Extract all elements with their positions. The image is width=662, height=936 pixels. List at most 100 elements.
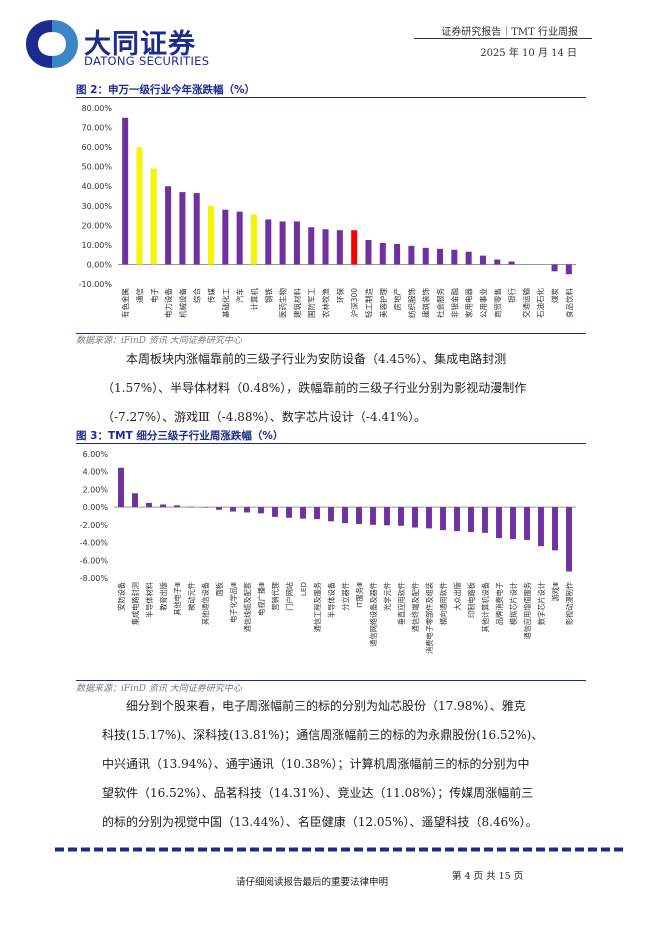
bar [179, 192, 186, 265]
bar [222, 209, 229, 265]
paragraph-line: （-7.27%）、游戏Ⅲ（-4.88%）、数字芯片设计（-4.41%）。 [102, 410, 427, 424]
x-tick-label: 家用电器 [464, 288, 474, 318]
bar [150, 168, 157, 265]
report-type: 证券研究报告｜TMT 行业周报 [441, 27, 578, 38]
paragraph-line: 的标的分别为视觉中国（13.44%）、名臣健康（12.05%）、遥望科技（8.4… [102, 815, 538, 829]
x-tick-label: 面板 [215, 582, 224, 596]
y-tick-label: -10.00% [79, 280, 113, 289]
bar [379, 242, 386, 265]
bar [122, 117, 129, 265]
report-date: 2025 年 10 月 14 日 [480, 48, 577, 59]
bar [426, 507, 432, 529]
x-tick-label: 模拟芯片设计 [509, 582, 518, 625]
bar [451, 249, 458, 265]
bar [293, 221, 300, 265]
bar [165, 186, 172, 265]
x-tick-label: 通信工程及服务 [313, 582, 322, 632]
x-tick-label: 光学元件 [383, 582, 392, 611]
bar [132, 493, 138, 508]
bar [118, 467, 124, 508]
x-tick-label: 安防设备 [117, 582, 126, 611]
x-tick-label: LED [299, 582, 308, 597]
bar [408, 245, 415, 265]
x-tick-label: 美容护理 [378, 288, 388, 318]
bar [440, 507, 446, 531]
x-tick-label: 通信 [134, 288, 144, 303]
x-tick-label: 汽车 [235, 288, 245, 303]
paragraph-line: 本周板块内涨幅靠前的三级子行业为安防设备（4.45%）、集成电路封测 [126, 352, 507, 366]
x-tick-label: 品牌消费电子 [495, 582, 504, 625]
x-tick-label: 数字芯片设计 [537, 582, 546, 625]
x-tick-label: 影视动漫制作 [565, 582, 574, 625]
bar [482, 507, 488, 533]
footer-dashed-rule [55, 847, 627, 852]
x-tick-label: 传媒 [206, 288, 216, 303]
bar [250, 214, 257, 265]
y-tick-label: 20.00% [81, 221, 112, 230]
figure-3-source: 数据来源：iFinD 资讯 大同证券研究中心 [76, 684, 242, 694]
bar [508, 261, 515, 265]
x-tick-label: 其他计算机设备 [481, 582, 490, 632]
x-tick-label: 综合 [192, 288, 202, 303]
x-tick-label: 煤炭 [550, 288, 560, 303]
x-tick-label: 半导体设备 [327, 582, 336, 618]
x-tick-label: 其他通信设备 [201, 582, 210, 625]
bar [308, 227, 315, 265]
x-tick-label: 电子 [149, 288, 159, 303]
x-tick-label: 被动元件 [187, 582, 196, 611]
bar [551, 264, 558, 272]
figure-3-rule [76, 443, 586, 444]
y-tick-label: -6.00% [80, 556, 109, 565]
paragraph-line: （1.57%）、半导体材料（0.48%），跌幅靠前的三级子行业分别为影视动漫制作 [102, 381, 527, 395]
x-tick-label: 非银金融 [449, 288, 459, 318]
x-tick-label: 轻工制造 [363, 288, 373, 318]
figure-2-title: 图 2：申万一级行业今年涨跌幅（%） [76, 84, 255, 96]
bar [272, 507, 278, 517]
bar [336, 230, 343, 265]
y-tick-label: 40.00% [81, 182, 112, 191]
x-tick-label: 半导体材料 [145, 582, 154, 618]
x-tick-label: 公用事业 [478, 288, 488, 318]
bar [136, 147, 143, 265]
x-tick-label: 钢铁 [263, 288, 273, 303]
bar [370, 507, 376, 525]
x-tick-label: 通信终端及配件 [411, 582, 420, 632]
x-tick-label: 通信应用增值服务 [523, 582, 532, 640]
bar [160, 504, 166, 508]
x-tick-label: 横向通用软件 [439, 582, 448, 625]
y-tick-label: 70.00% [81, 124, 112, 133]
bar [286, 507, 292, 518]
x-tick-label: 通信线缆及配套 [243, 582, 252, 632]
x-tick-label: 印制电路板 [467, 582, 476, 618]
x-tick-label: 医药生物 [278, 288, 288, 318]
brand-name: 大同证券 [84, 29, 196, 60]
paragraph-line: 细分到个股来看，电子周涨幅前三的标的分别为灿芯股份（17.98%）、雅克 [126, 699, 526, 713]
figure-3-title: 图 3：TMT 细分三级子行业周涨跌幅（%） [76, 430, 284, 442]
bar [468, 507, 474, 532]
bar [300, 507, 306, 519]
bar [351, 230, 358, 265]
bar [236, 211, 243, 265]
x-tick-label: 石油石化 [535, 288, 545, 318]
bar [265, 219, 272, 265]
x-tick-label: IT服务Ⅲ [355, 582, 364, 608]
bar [437, 248, 444, 265]
header-rule [414, 38, 592, 39]
x-tick-label: 纺织服饰 [406, 288, 416, 318]
bar [552, 507, 558, 551]
x-tick-label: 集成电路封测 [131, 582, 140, 625]
x-tick-label: 分立器件 [341, 582, 350, 611]
paragraph-line: 中兴通讯（13.94%）、通宇通讯（10.38%）；计算机周涨幅前三的标的分别为… [102, 757, 530, 771]
y-tick-label: 50.00% [81, 163, 112, 172]
bar [566, 507, 572, 572]
y-tick-label: 2.00% [83, 485, 109, 494]
x-tick-label: 计算机 [249, 288, 259, 311]
x-tick-label: 银行 [507, 288, 517, 303]
bar [565, 264, 572, 275]
logo [22, 16, 212, 76]
x-tick-label: 机械设备 [177, 288, 187, 318]
x-tick-label: 电视广播Ⅲ [257, 582, 266, 616]
bar [465, 251, 472, 265]
paragraph-stock-summary: 细分到个股来看，电子周涨幅前三的标的分别为灿芯股份（17.98%）、雅克 科技(… [102, 692, 564, 837]
x-tick-label: 房地产 [392, 288, 402, 311]
